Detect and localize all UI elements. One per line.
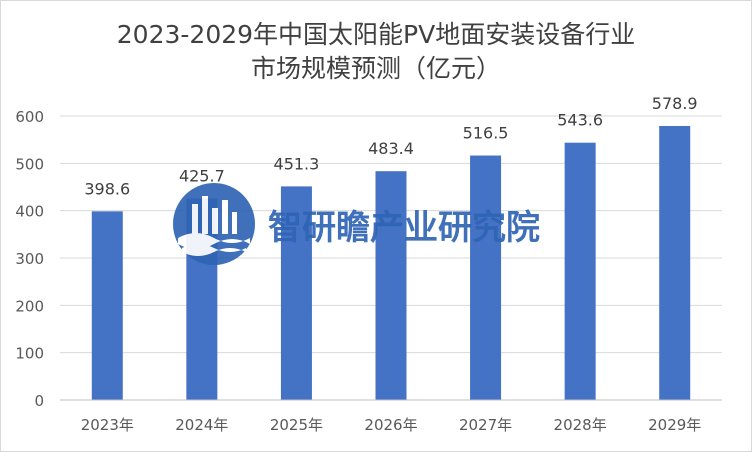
bar — [564, 142, 596, 401]
bar — [280, 186, 312, 400]
chart-title: 2023-2029年中国太阳能PV地面安装设备行业 市场规模预测（亿元） — [0, 18, 752, 86]
y-tick-label: 300 — [15, 250, 44, 268]
watermark-text: 智研瞻产业研究院 — [268, 207, 540, 248]
bar — [375, 171, 407, 400]
x-axis: 2023年 2024年 2025年 2026年 2027年 2028年 2029年 — [60, 399, 722, 434]
data-label: 543.6 — [557, 111, 603, 130]
data-label: 578.9 — [652, 94, 698, 113]
value-labels: 398.6 425.7 451.3 483.4 516.5 543.6 578.9 — [84, 94, 697, 198]
data-label: 516.5 — [463, 124, 509, 143]
y-tick-label: 200 — [15, 297, 44, 315]
x-tick-label: 2027年 — [459, 416, 512, 434]
bar — [470, 155, 502, 400]
y-tick-label: 100 — [15, 345, 44, 363]
bar — [659, 125, 691, 400]
x-tick-label: 2029年 — [648, 416, 701, 434]
y-tick-label: 500 — [15, 155, 44, 173]
chart-title-line1: 2023-2029年中国太阳能PV地面安装设备行业 — [116, 20, 636, 49]
watermark: 智研瞻产业研究院 — [172, 182, 540, 266]
y-tick-label: 400 — [15, 203, 44, 221]
data-label: 483.4 — [368, 139, 414, 158]
bars — [91, 125, 691, 401]
bar — [91, 211, 123, 400]
x-tick-label: 2028年 — [554, 416, 607, 434]
watermark-logo-icon — [173, 183, 255, 265]
x-tick-label: 2024年 — [175, 416, 228, 434]
data-label: 425.7 — [179, 167, 225, 186]
y-tick-label: 600 — [15, 108, 44, 126]
y-tick-label: 0 — [34, 392, 44, 410]
y-axis: 0 100 200 300 400 500 600 — [15, 108, 44, 410]
x-tick-label: 2023年 — [81, 416, 134, 434]
x-tick-label: 2026年 — [364, 416, 417, 434]
chart-title-line2: 市场规模预测（亿元） — [250, 54, 501, 83]
data-label: 451.3 — [274, 154, 320, 173]
data-label: 398.6 — [84, 179, 130, 198]
x-tick-label: 2025年 — [270, 416, 323, 434]
